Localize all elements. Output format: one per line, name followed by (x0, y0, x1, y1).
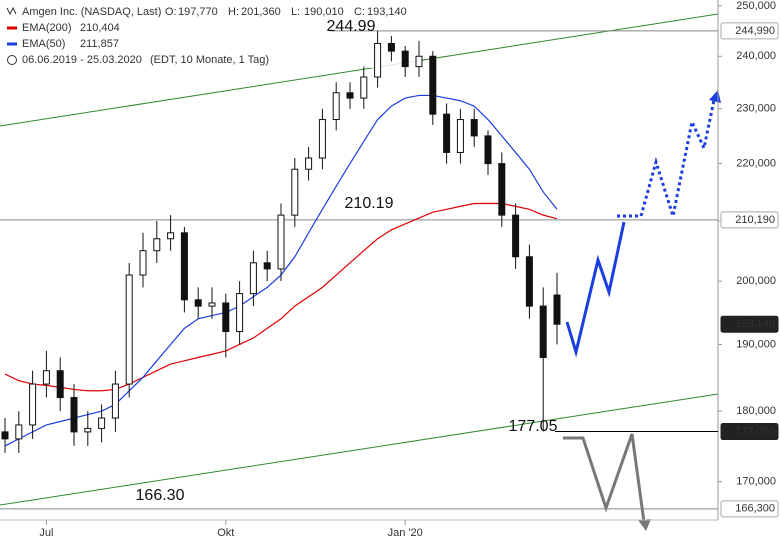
level-box (720, 22, 779, 40)
candle-body (1, 431, 9, 440)
level-label: 193,140 (735, 318, 775, 330)
projection-up (565, 221, 626, 358)
x-tick-label: Jul (39, 527, 53, 539)
clock-icon (7, 55, 17, 65)
y-tick-label: 250,000 (736, 0, 776, 12)
date-range: 06.06.2019 - 25.03.2020 (22, 54, 142, 66)
channel-upper (0, 13, 719, 127)
candle-body (84, 427, 92, 433)
ohlc-key: L: (291, 6, 300, 18)
ohlc-value: 197,770 (178, 6, 218, 18)
candle-body (456, 119, 464, 153)
candle-body (139, 250, 147, 276)
candle-body (236, 293, 244, 333)
candle-body (318, 119, 326, 159)
candle-body (125, 274, 133, 385)
candle-body (401, 50, 409, 68)
channel-lower (0, 393, 719, 506)
range-note: (EDT, 10 Monate, 1 Tag) (150, 54, 269, 66)
level-label: 244,990 (735, 25, 775, 37)
y-tick-label: 200,000 (736, 275, 776, 287)
candle-body (29, 383, 37, 426)
level-note: 166.30 (136, 487, 185, 504)
candle-body (291, 168, 299, 216)
candle-body (539, 305, 547, 359)
candle-body (387, 42, 395, 52)
ohlc-key: C: (354, 6, 365, 18)
candle-body (42, 370, 50, 385)
candle-body (249, 262, 257, 295)
y-tick-label: 190,000 (736, 338, 776, 350)
candle-body (553, 294, 561, 325)
candle-body (429, 55, 437, 115)
ohlc-value: 190,010 (304, 6, 344, 18)
candle-body (208, 302, 216, 307)
candle-body (346, 92, 354, 99)
legend-value: 210,404 (80, 22, 120, 34)
legend-label: EMA(50) (22, 38, 65, 50)
candle-body (470, 119, 478, 137)
level-label: 210,190 (735, 214, 775, 226)
legend: Amgen Inc. (NASDAQ, Last) 06.06.2019 - 2… (2, 3, 422, 68)
level-label: 177,050 (735, 425, 775, 437)
legend-bg (2, 3, 422, 68)
candle-body (167, 232, 175, 240)
candle-body (374, 42, 382, 78)
candle-body (263, 262, 271, 270)
ohlc-value: 201,360 (241, 6, 281, 18)
candle-body (98, 417, 106, 429)
candle-body (222, 302, 230, 333)
candle-body (70, 397, 78, 433)
level-note: 244.99 (327, 18, 376, 35)
candle-body (360, 76, 368, 99)
arrowhead (709, 90, 721, 103)
candle-body (415, 55, 423, 68)
level-note: 177.05 (509, 418, 558, 435)
level-note: 210.19 (345, 195, 394, 212)
instrument: Amgen Inc. (NASDAQ, Last) (22, 6, 161, 18)
candle-body (56, 370, 64, 399)
candle-body (332, 92, 340, 121)
projection-up-dotted (617, 99, 716, 218)
ohlc-key: O: (165, 6, 177, 18)
arrowhead (638, 519, 651, 531)
candle-body (305, 157, 313, 170)
candle-body (153, 238, 161, 252)
candle-body (15, 424, 23, 440)
x-tick-label: Jan '20 (388, 527, 423, 539)
projection-down (563, 433, 646, 523)
level-label: 166,300 (735, 503, 775, 515)
x-tick-label: Okt (217, 527, 234, 539)
y-tick-label: 230,000 (736, 103, 776, 115)
y-tick-label: 180,000 (736, 405, 776, 417)
level-box (720, 211, 779, 229)
candle-body (194, 299, 202, 307)
level-box (720, 423, 779, 441)
candle-body (525, 256, 533, 307)
level-box (720, 500, 779, 518)
y-tick-label: 170,000 (736, 476, 776, 488)
level-box (720, 315, 779, 333)
y-tick-label: 240,000 (736, 50, 776, 62)
candle-body (111, 383, 119, 419)
candle-body (443, 113, 451, 153)
legend-value: 211,857 (80, 38, 119, 50)
candle-body (484, 135, 492, 165)
candle-body (277, 214, 285, 270)
ohlc-value: 193,140 (367, 6, 407, 18)
candle-body (498, 163, 506, 216)
legend-label: EMA(200) (22, 22, 72, 34)
candle-body (180, 232, 188, 301)
ohlc-key: H: (228, 6, 239, 18)
icon (6, 6, 17, 16)
ema-line (4, 202, 558, 392)
candle-body (512, 214, 520, 258)
y-tick-label: 220,000 (736, 158, 776, 170)
